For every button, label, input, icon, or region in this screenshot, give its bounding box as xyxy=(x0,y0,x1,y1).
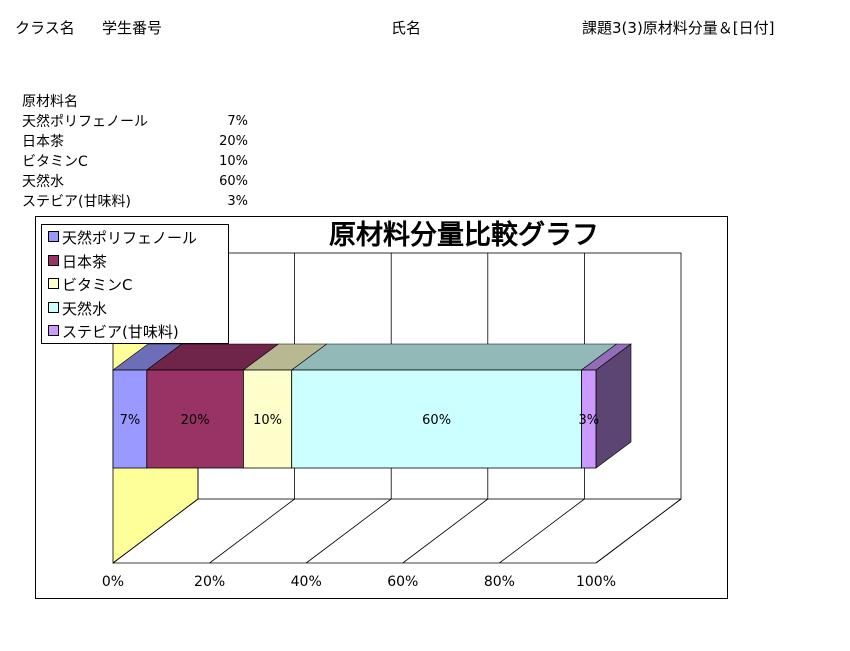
x-tick-label: 60% xyxy=(387,574,418,590)
table-row: ステビア(甘味料) 3% xyxy=(22,192,248,212)
table-row: 天然ポリフェノール 7% xyxy=(22,112,248,132)
chart-legend[interactable]: 天然ポリフェノール 日本茶 ビタミンC 天然水 ステビア(甘味料) xyxy=(41,224,229,344)
floor-gridline xyxy=(499,498,585,564)
ingredient-name: ステビア(甘味料) xyxy=(22,194,131,210)
ingredient-value: 7% xyxy=(227,114,248,129)
legend-swatch xyxy=(48,231,59,242)
legend-swatch xyxy=(48,254,59,266)
floor-gridline xyxy=(112,498,199,564)
x-tick-label: 0% xyxy=(102,574,124,590)
name-label: 氏名 xyxy=(391,19,422,37)
x-tick-label: 40% xyxy=(291,574,322,590)
table-row: ビタミンC 10% xyxy=(22,152,248,172)
ingredient-name: 天然ポリフェノール xyxy=(22,114,148,130)
floor-gridline xyxy=(209,498,295,564)
table-row: 日本茶 20% xyxy=(22,132,248,152)
legend-swatch xyxy=(48,301,59,313)
legend-item: 日本茶 xyxy=(48,251,228,275)
x-tick-label: 20% xyxy=(194,574,225,590)
task-title: 課題3(3)原材料分量＆[日付] xyxy=(582,19,775,37)
ingredient-name: ビタミンC xyxy=(22,154,88,170)
bar-data-label: 3% xyxy=(578,413,599,428)
ingredient-value: 60% xyxy=(219,174,248,189)
table-row: 天然水 60% xyxy=(22,172,248,192)
ingredient-value: 10% xyxy=(219,154,248,169)
bar-top-face xyxy=(290,343,618,371)
legend-label: ビタミンC xyxy=(62,276,133,294)
x-tick-label: 80% xyxy=(484,574,515,590)
ingredient-name: 日本茶 xyxy=(22,134,64,150)
ingredient-name: 天然水 xyxy=(22,174,64,190)
bar-segment xyxy=(243,369,293,469)
bar-data-label: 20% xyxy=(181,413,210,428)
bar-data-label: 10% xyxy=(253,413,282,428)
bar-segment xyxy=(146,369,244,469)
bar-data-label: 7% xyxy=(120,413,141,428)
student-number-label: 学生番号 xyxy=(102,19,163,37)
legend-item: ビタミンC xyxy=(48,274,228,298)
class-name-label: クラス名 xyxy=(15,19,75,37)
legend-swatch xyxy=(48,325,59,336)
ingredient-value: 3% xyxy=(227,194,248,209)
legend-swatch xyxy=(48,278,59,289)
floor-gridline xyxy=(305,498,392,564)
legend-item: ステビア(甘味料) xyxy=(48,321,228,345)
legend-item: 天然水 xyxy=(48,298,228,322)
ingredient-table: 原材料名 天然ポリフェノール 7% 日本茶 20% ビタミンC 10% 天然水 … xyxy=(22,92,248,212)
legend-label: 日本茶 xyxy=(62,252,108,271)
bar-segment xyxy=(291,369,582,469)
bar-data-label: 60% xyxy=(422,413,451,428)
table-header: 原材料名 xyxy=(22,94,78,110)
legend-label: 天然ポリフェノール xyxy=(62,229,198,247)
floor-gridline xyxy=(402,498,489,564)
bar-segment xyxy=(112,369,148,469)
legend-item: 天然ポリフェノール xyxy=(48,227,228,251)
legend-label: 天然水 xyxy=(62,299,108,318)
x-tick-label: 100% xyxy=(576,574,616,590)
ingredient-value: 20% xyxy=(219,134,248,149)
chart-title: 原材料分量比較グラフ xyxy=(329,219,599,251)
legend-label: ステビア(甘味料) xyxy=(62,323,179,341)
floor-right-edge xyxy=(595,498,682,564)
bar-segment xyxy=(581,369,597,469)
